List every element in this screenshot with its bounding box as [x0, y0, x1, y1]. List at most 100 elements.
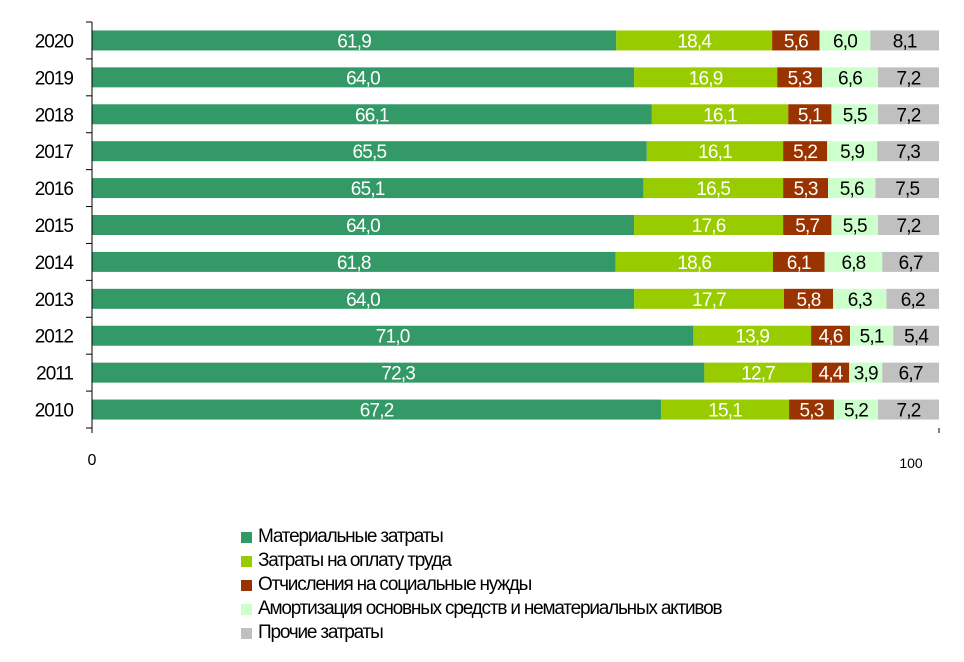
- data-label-2012-series-4: 5,4: [904, 327, 929, 348]
- data-label-2020-series-4: 8,1: [893, 31, 917, 52]
- bar-2010-series-1: [661, 399, 790, 420]
- data-label-2012-series-1: 13,9: [735, 327, 769, 348]
- data-label-2015-series-1: 17,6: [692, 216, 726, 237]
- data-label-2019-series-4: 7,2: [897, 68, 921, 89]
- data-label-2020-series-1: 18,4: [677, 31, 712, 52]
- bar-2016-series-1: [643, 178, 784, 199]
- data-label-2017-series-4: 7,3: [896, 142, 920, 163]
- data-label-2011-series-2: 4,4: [819, 364, 844, 385]
- y-tick-label-2011: 2011: [36, 364, 73, 385]
- data-label-2020-series-0: 61,9: [337, 31, 371, 52]
- legend-label: Отчисления на социальные нужды: [258, 574, 532, 595]
- bar-2014-series-1: [615, 251, 773, 272]
- y-tick-label-2018: 2018: [35, 105, 74, 126]
- bar-2011-series-1: [704, 362, 812, 383]
- data-label-2018-series-0: 66,1: [355, 105, 389, 126]
- data-label-2010-series-0: 67,2: [360, 401, 394, 422]
- bar-2020-series-4: [870, 30, 939, 51]
- bar-2016-series-2: [783, 178, 829, 199]
- bar-2012-series-3: [850, 325, 894, 346]
- bar-2017-series-0: [92, 141, 647, 162]
- bar-2017-series-3: [827, 141, 878, 162]
- data-label-2020-series-2: 5,6: [784, 31, 808, 52]
- bar-2015-series-3: [831, 215, 879, 235]
- bar-2010-series-2: [789, 399, 834, 420]
- bar-2011-series-2: [811, 362, 850, 383]
- y-tick-label-2014: 2014: [35, 253, 75, 274]
- legend-item-2: Отчисления на социальные нужды: [241, 573, 721, 597]
- bar-2011-series-3: [849, 362, 883, 383]
- data-label-2019-series-3: 6,6: [838, 68, 862, 89]
- legend-label: Амортизация основных средств и нематериа…: [258, 598, 723, 619]
- legend-label: Материальные затраты: [258, 526, 444, 547]
- bar-2019-series-3: [822, 67, 879, 88]
- y-tick-label-2016: 2016: [35, 179, 74, 200]
- y-tick-label-2012: 2012: [35, 327, 74, 348]
- y-tick-label-2013: 2013: [35, 290, 74, 311]
- legend-item-3: Амортизация основных средств и нематериа…: [241, 597, 723, 621]
- data-label-2019-series-1: 16,9: [689, 68, 723, 89]
- data-label-2013-series-2: 5,8: [797, 290, 821, 311]
- x-tick-label-100: 100: [899, 455, 923, 471]
- y-tick-label-2010: 2010: [35, 401, 74, 422]
- data-label-2011-series-3: 3,9: [854, 364, 878, 385]
- data-label-2013-series-3: 6,3: [848, 290, 872, 311]
- bar-2015-series-1: [634, 215, 784, 235]
- data-label-2019-series-0: 64,0: [346, 68, 380, 89]
- legend: Материальные затраты Затраты на оплату тр…: [241, 525, 723, 645]
- legend-swatch: [241, 555, 252, 567]
- data-label-2014-series-0: 61,8: [337, 253, 371, 274]
- data-label-2016-series-0: 65,1: [351, 179, 385, 200]
- legend-item-1: Затраты на оплату труда: [241, 549, 721, 573]
- bar-2013-series-3: [833, 288, 887, 309]
- bar-2020-series-2: [772, 30, 820, 51]
- value-labels-group: 61,9 18,4 5,6 6,0 8,1 64,0 16,9 5,3 6,6 7,2 66,1 16…: [337, 31, 930, 421]
- bar-2012-series-1: [693, 325, 812, 346]
- legend-item-4: Прочие затраты: [241, 621, 721, 645]
- bar-2020-series-1: [616, 30, 773, 51]
- bar-2018-series-4: [878, 104, 939, 125]
- legend-swatch: [241, 627, 252, 639]
- data-label-2015-series-3: 5,5: [843, 216, 867, 237]
- bar-2013-series-2: [784, 288, 834, 309]
- data-label-2010-series-1: 15,1: [708, 401, 742, 422]
- bar-2014-series-0: [92, 251, 616, 272]
- data-label-2011-series-0: 72,3: [381, 364, 415, 385]
- data-label-2016-series-2: 5,3: [794, 179, 818, 200]
- bar-2018-series-2: [788, 104, 832, 125]
- bar-2012-series-2: [811, 325, 851, 346]
- bar-2010-series-3: [833, 399, 879, 420]
- data-label-2015-series-2: 5,7: [795, 216, 819, 237]
- bar-2017-series-1: [646, 141, 784, 162]
- data-label-2017-series-0: 65,5: [352, 142, 386, 163]
- data-label-2013-series-0: 64,0: [346, 290, 380, 311]
- legend-swatch: [241, 579, 252, 591]
- bar-2019-series-2: [777, 67, 823, 88]
- legend-swatch: [241, 603, 252, 615]
- data-label-2011-series-1: 12,7: [741, 364, 775, 385]
- data-label-2018-series-2: 5,1: [798, 105, 822, 126]
- data-label-2014-series-4: 6,7: [899, 253, 923, 274]
- data-label-2018-series-4: 7,2: [897, 105, 921, 126]
- bar-2019-series-4: [878, 67, 939, 88]
- bar-2011-series-0: [92, 362, 705, 383]
- bar-2016-series-0: [92, 178, 644, 199]
- x-tick-label-0: 0: [88, 452, 97, 469]
- data-label-2016-series-3: 5,6: [840, 179, 864, 200]
- data-label-2011-series-4: 6,7: [899, 364, 923, 385]
- data-label-2010-series-3: 5,2: [844, 401, 868, 422]
- x-axis: 0 100: [88, 428, 940, 471]
- bar-2017-series-4: [877, 141, 939, 162]
- data-label-2020-series-3: 6,0: [833, 31, 857, 52]
- bar-2013-series-0: [92, 288, 635, 309]
- data-label-2014-series-3: 6,8: [841, 253, 865, 274]
- data-label-2018-series-1: 16,1: [703, 105, 737, 126]
- data-label-2014-series-2: 6,1: [787, 253, 811, 274]
- bar-2014-series-4: [882, 251, 939, 272]
- bar-2020-series-3: [819, 30, 871, 51]
- bar-2010-series-4: [878, 399, 939, 420]
- bar-2012-series-0: [92, 325, 694, 346]
- legend-label: Прочие затраты: [258, 622, 384, 643]
- legend-item-0: Материальные затраты: [241, 525, 721, 549]
